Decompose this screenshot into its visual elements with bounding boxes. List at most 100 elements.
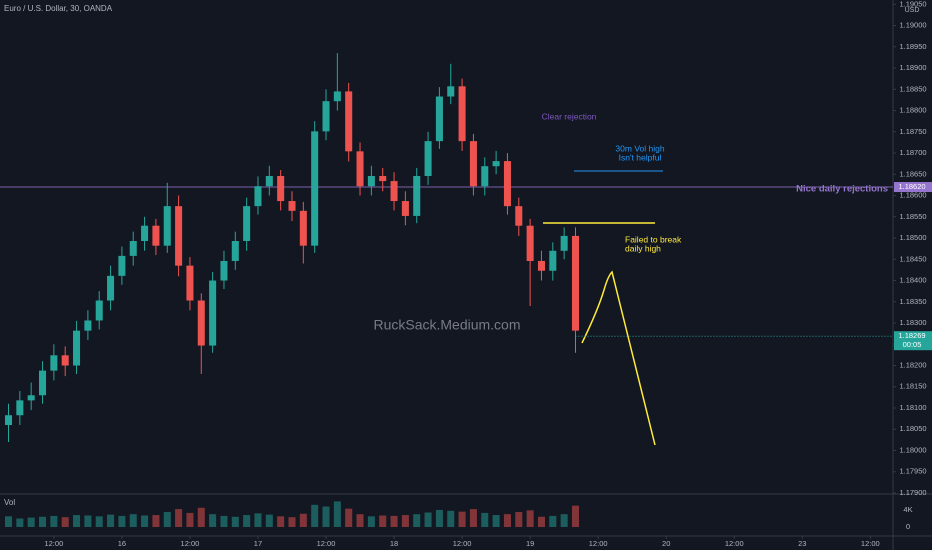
candle-body xyxy=(265,175,273,187)
x-tick-label: 17 xyxy=(254,539,262,548)
candle-body xyxy=(549,250,557,271)
volume-bar xyxy=(50,515,58,527)
candle-body xyxy=(469,141,477,187)
x-tick-label: 12:00 xyxy=(453,539,472,548)
volume-bar xyxy=(61,517,69,527)
volume-bar xyxy=(220,515,228,527)
y-tick-label: 1.18650 xyxy=(899,169,926,178)
volume-bar xyxy=(492,515,500,527)
volume-tick-label: 0 xyxy=(906,522,910,531)
y-tick-label: 1.17900 xyxy=(899,488,926,497)
volume-bar xyxy=(367,516,375,527)
candle-body xyxy=(186,265,194,301)
candle-body xyxy=(367,175,375,187)
x-tick-label: 18 xyxy=(390,539,398,548)
y-tick-label: 1.18050 xyxy=(899,424,926,433)
volume-bar xyxy=(288,517,296,527)
y-tick-label: 1.19050 xyxy=(899,0,926,8)
volume-bar xyxy=(311,504,319,527)
volume-bar xyxy=(152,515,160,527)
price-unit: USD xyxy=(905,7,920,14)
y-tick-label: 1.18300 xyxy=(899,318,926,327)
price-tag-label: 1.18269 xyxy=(898,331,925,340)
volume-bar xyxy=(197,507,205,527)
volume-bar xyxy=(4,516,13,527)
candle-body xyxy=(390,181,398,202)
volume-bar xyxy=(379,515,387,527)
y-tick-label: 1.18100 xyxy=(899,403,926,412)
x-tick-label: 12:00 xyxy=(861,539,880,548)
candle-body xyxy=(209,280,217,346)
y-tick-label: 1.18350 xyxy=(899,297,926,306)
y-tick-label: 1.18400 xyxy=(899,276,926,285)
candle-body xyxy=(526,225,534,261)
volume-bar xyxy=(481,512,489,527)
candle-body xyxy=(277,175,285,202)
candle-body xyxy=(447,86,455,97)
y-tick-label: 1.18200 xyxy=(899,360,926,369)
candle-body xyxy=(73,330,81,366)
candle-body xyxy=(163,206,171,246)
volume-bar xyxy=(141,515,149,527)
volume-bar xyxy=(129,514,137,527)
volume-bar xyxy=(424,512,432,527)
volume-bar xyxy=(549,515,557,527)
volume-bar xyxy=(503,514,511,527)
y-tick-label: 1.18500 xyxy=(899,233,926,242)
candle-body xyxy=(243,206,251,242)
candle-body xyxy=(231,241,239,261)
annotation: 30m Vol high xyxy=(615,143,664,153)
volume-bar xyxy=(39,516,47,527)
volume-bar xyxy=(95,516,103,527)
x-tick-label: 16 xyxy=(118,539,126,548)
volume-bar xyxy=(186,512,194,527)
volume-tick-label: 4K xyxy=(903,505,912,514)
candle-body xyxy=(401,201,409,216)
candle-body xyxy=(311,131,319,246)
volume-title: Vol xyxy=(4,498,15,507)
volume-bar xyxy=(163,512,171,527)
candle-body xyxy=(481,166,489,187)
candle-body xyxy=(503,161,511,207)
candle-body xyxy=(84,320,92,331)
candle-body xyxy=(107,275,115,301)
candle-body xyxy=(39,370,47,396)
volume-bar xyxy=(333,501,341,527)
y-tick-label: 1.18600 xyxy=(899,191,926,200)
price-tag xyxy=(894,331,932,351)
candle-body xyxy=(152,225,160,246)
volume-bar xyxy=(231,516,239,527)
x-tick-label: 12:00 xyxy=(181,539,200,548)
x-tick-label: 23 xyxy=(798,539,806,548)
y-tick-label: 1.18750 xyxy=(899,127,926,136)
volume-bar xyxy=(435,509,443,527)
y-tick-label: 1.18450 xyxy=(899,254,926,263)
volume-bar xyxy=(243,515,251,527)
volume-bar xyxy=(458,511,466,527)
y-tick-label: 1.18900 xyxy=(899,63,926,72)
candle-body xyxy=(95,300,103,321)
candle-body xyxy=(435,96,443,142)
candle-body xyxy=(129,241,137,256)
volume-bar xyxy=(345,508,353,527)
annotation: daily high xyxy=(625,243,661,253)
volume-bar xyxy=(560,514,568,527)
volume-bar xyxy=(447,510,455,527)
candle-body xyxy=(571,235,580,331)
volume-bar xyxy=(515,512,523,527)
volume-bar xyxy=(277,516,285,527)
y-tick-label: 1.19000 xyxy=(899,21,926,30)
y-tick-label: 1.18700 xyxy=(899,148,926,157)
candle-body xyxy=(61,355,69,366)
annotation: Clear rejection xyxy=(542,111,597,121)
candle-body xyxy=(16,400,24,416)
volume-bar xyxy=(356,514,364,527)
volume-bar xyxy=(469,509,477,527)
candle-body xyxy=(560,235,568,251)
volume-bar xyxy=(118,515,126,527)
x-tick-label: 12:00 xyxy=(589,539,608,548)
candle-body xyxy=(141,225,149,242)
volume-bar xyxy=(401,515,409,527)
